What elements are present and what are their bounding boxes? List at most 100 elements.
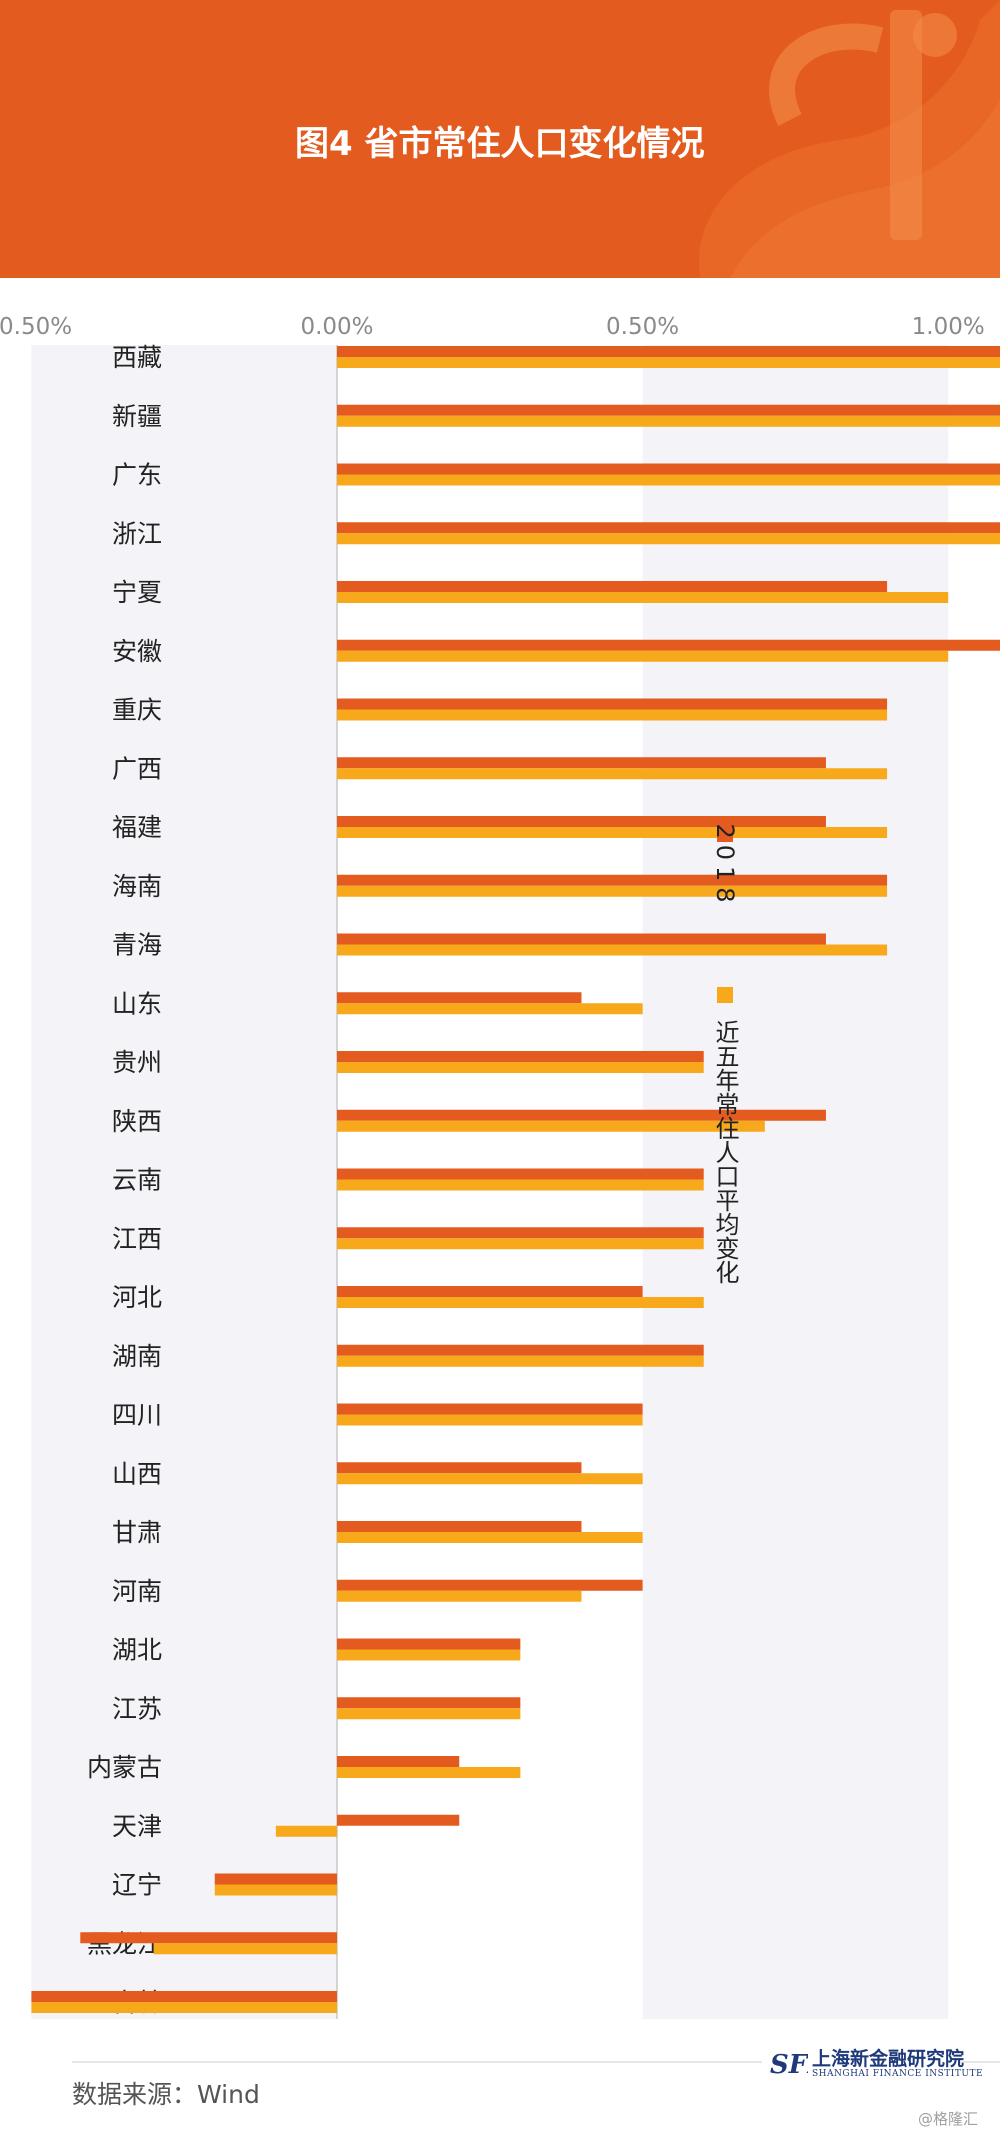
bar-2018: [337, 698, 888, 710]
bar-2018: [337, 639, 1000, 651]
x-tick-label: 0.00%: [300, 314, 373, 340]
sfi-logo-watermark: [699, 0, 1000, 278]
bar-2018: [337, 816, 826, 827]
bar-2018: [31, 1991, 338, 2002]
category-label: 福建: [112, 813, 162, 842]
bar-five-year-avg: [337, 885, 888, 897]
x-tick-label: 1.00%: [912, 314, 985, 340]
bar-five-year-avg: [337, 1649, 521, 1661]
bar-five-year-avg: [214, 1884, 337, 1896]
watermark: @格隆汇: [918, 2110, 979, 2128]
bar-2018: [337, 1109, 826, 1121]
bar-2018: [337, 757, 826, 769]
category-label: 青海: [112, 931, 162, 960]
bar-2018: [337, 933, 826, 945]
bar-five-year-avg: [337, 1297, 704, 1308]
bar-five-year-avg: [337, 533, 1000, 545]
bar-five-year-avg: [275, 1825, 337, 1837]
category-label: 山东: [112, 989, 162, 1018]
category-label: 江苏: [112, 1694, 162, 1723]
bar-2018: [337, 1403, 643, 1415]
bar-five-year-avg: [337, 1590, 582, 1602]
bar-five-year-avg: [337, 592, 949, 603]
bar-2018: [337, 874, 888, 886]
category-label: 江西: [112, 1224, 162, 1253]
x-tick-label: 0.50%: [606, 314, 679, 340]
sfi-logo: SFI: [770, 2050, 808, 2080]
category-label: 甘肃: [112, 1518, 162, 1547]
bar-five-year-avg: [337, 827, 888, 838]
bar-2018: [337, 1521, 582, 1532]
legend-swatch-five-year-avg: [717, 987, 733, 1003]
bar-2018: [337, 1168, 704, 1180]
bar-2018: [337, 581, 888, 592]
bar-five-year-avg: [337, 944, 888, 956]
bar-five-year-avg: [337, 1708, 521, 1720]
bar-five-year-avg: [337, 1767, 521, 1778]
bar-2018: [337, 1638, 521, 1650]
bar-five-year-avg: [337, 650, 949, 662]
bar-five-year-avg: [337, 415, 1000, 427]
brand-name-cn: 上海新金融研究院: [812, 2048, 965, 2070]
category-label: 湖南: [112, 1342, 162, 1371]
bar-2018: [337, 346, 1000, 357]
bar-five-year-avg: [337, 357, 1000, 368]
category-label: 安徽: [112, 637, 162, 666]
x-tick-label: -0.50%: [0, 314, 72, 340]
bar-2018: [337, 404, 1000, 416]
brand-name-en: SHANGHAI FINANCE INSTITUTE: [812, 2069, 984, 2079]
bar-2018: [337, 522, 1000, 534]
grid-band: [31, 345, 338, 2019]
category-label: 湖北: [112, 1636, 162, 1665]
category-label: 浙江: [112, 519, 162, 548]
category-label: 云南: [112, 1166, 162, 1195]
category-label: 河北: [112, 1283, 162, 1312]
footer-divider: [72, 2061, 762, 2063]
bar-chart: -0.50%0.00%0.50%1.00%1.50%2.00%西藏新疆广东浙江宁…: [0, 314, 1000, 2019]
bar-five-year-avg: [153, 1943, 337, 1955]
bar-five-year-avg: [337, 709, 888, 721]
bar-2018: [80, 1932, 338, 1944]
bar-2018: [337, 1286, 643, 1297]
category-label: 广西: [112, 754, 162, 783]
category-label: 内蒙古: [87, 1753, 162, 1782]
category-label: 新疆: [112, 402, 162, 431]
bar-2018: [337, 1051, 704, 1062]
category-label: 辽宁: [112, 1871, 162, 1900]
category-label: 宁夏: [112, 578, 162, 607]
category-label: 西藏: [112, 343, 162, 372]
bar-five-year-avg: [337, 1355, 704, 1367]
legend-label-five-year-avg: 近五年常住人口平均变化: [711, 1020, 739, 1284]
bar-2018: [337, 1344, 704, 1356]
bar-five-year-avg: [337, 1003, 643, 1015]
category-label: 贵州: [112, 1048, 162, 1077]
bar-five-year-avg: [337, 1120, 765, 1132]
category-label: 海南: [112, 872, 162, 901]
category-label: 天津: [112, 1812, 162, 1841]
bar-2018: [337, 992, 582, 1004]
bar-five-year-avg: [337, 1473, 643, 1485]
bar-2018: [337, 1462, 582, 1474]
bar-five-year-avg: [337, 1238, 704, 1250]
category-label: 广东: [112, 461, 162, 490]
legend-label-2018: 2018: [711, 823, 739, 908]
bar-2018: [337, 1756, 460, 1767]
bar-2018: [214, 1873, 337, 1885]
bar-five-year-avg: [337, 1532, 643, 1543]
legend-swatch-2018: [717, 826, 733, 842]
footer-divider-right: [962, 2061, 1000, 2063]
header-banner: 图4 省市常住人口变化情况: [0, 0, 1000, 278]
bar-2018: [337, 1814, 460, 1826]
bar-five-year-avg: [337, 1414, 643, 1426]
bar-five-year-avg: [337, 1179, 704, 1191]
bar-five-year-avg: [337, 1062, 704, 1073]
category-label: 重庆: [112, 696, 162, 725]
bar-five-year-avg: [337, 474, 1000, 486]
category-label: 山西: [112, 1459, 162, 1488]
sfi-logo-mark: SFI: [770, 2050, 808, 2080]
category-label: 河南: [112, 1577, 162, 1606]
data-source-note: 数据来源：Wind: [72, 2080, 260, 2109]
bar-2018: [337, 463, 1000, 475]
bar-2018: [337, 1227, 704, 1239]
chart-title: 图4 省市常住人口变化情况: [295, 124, 705, 164]
